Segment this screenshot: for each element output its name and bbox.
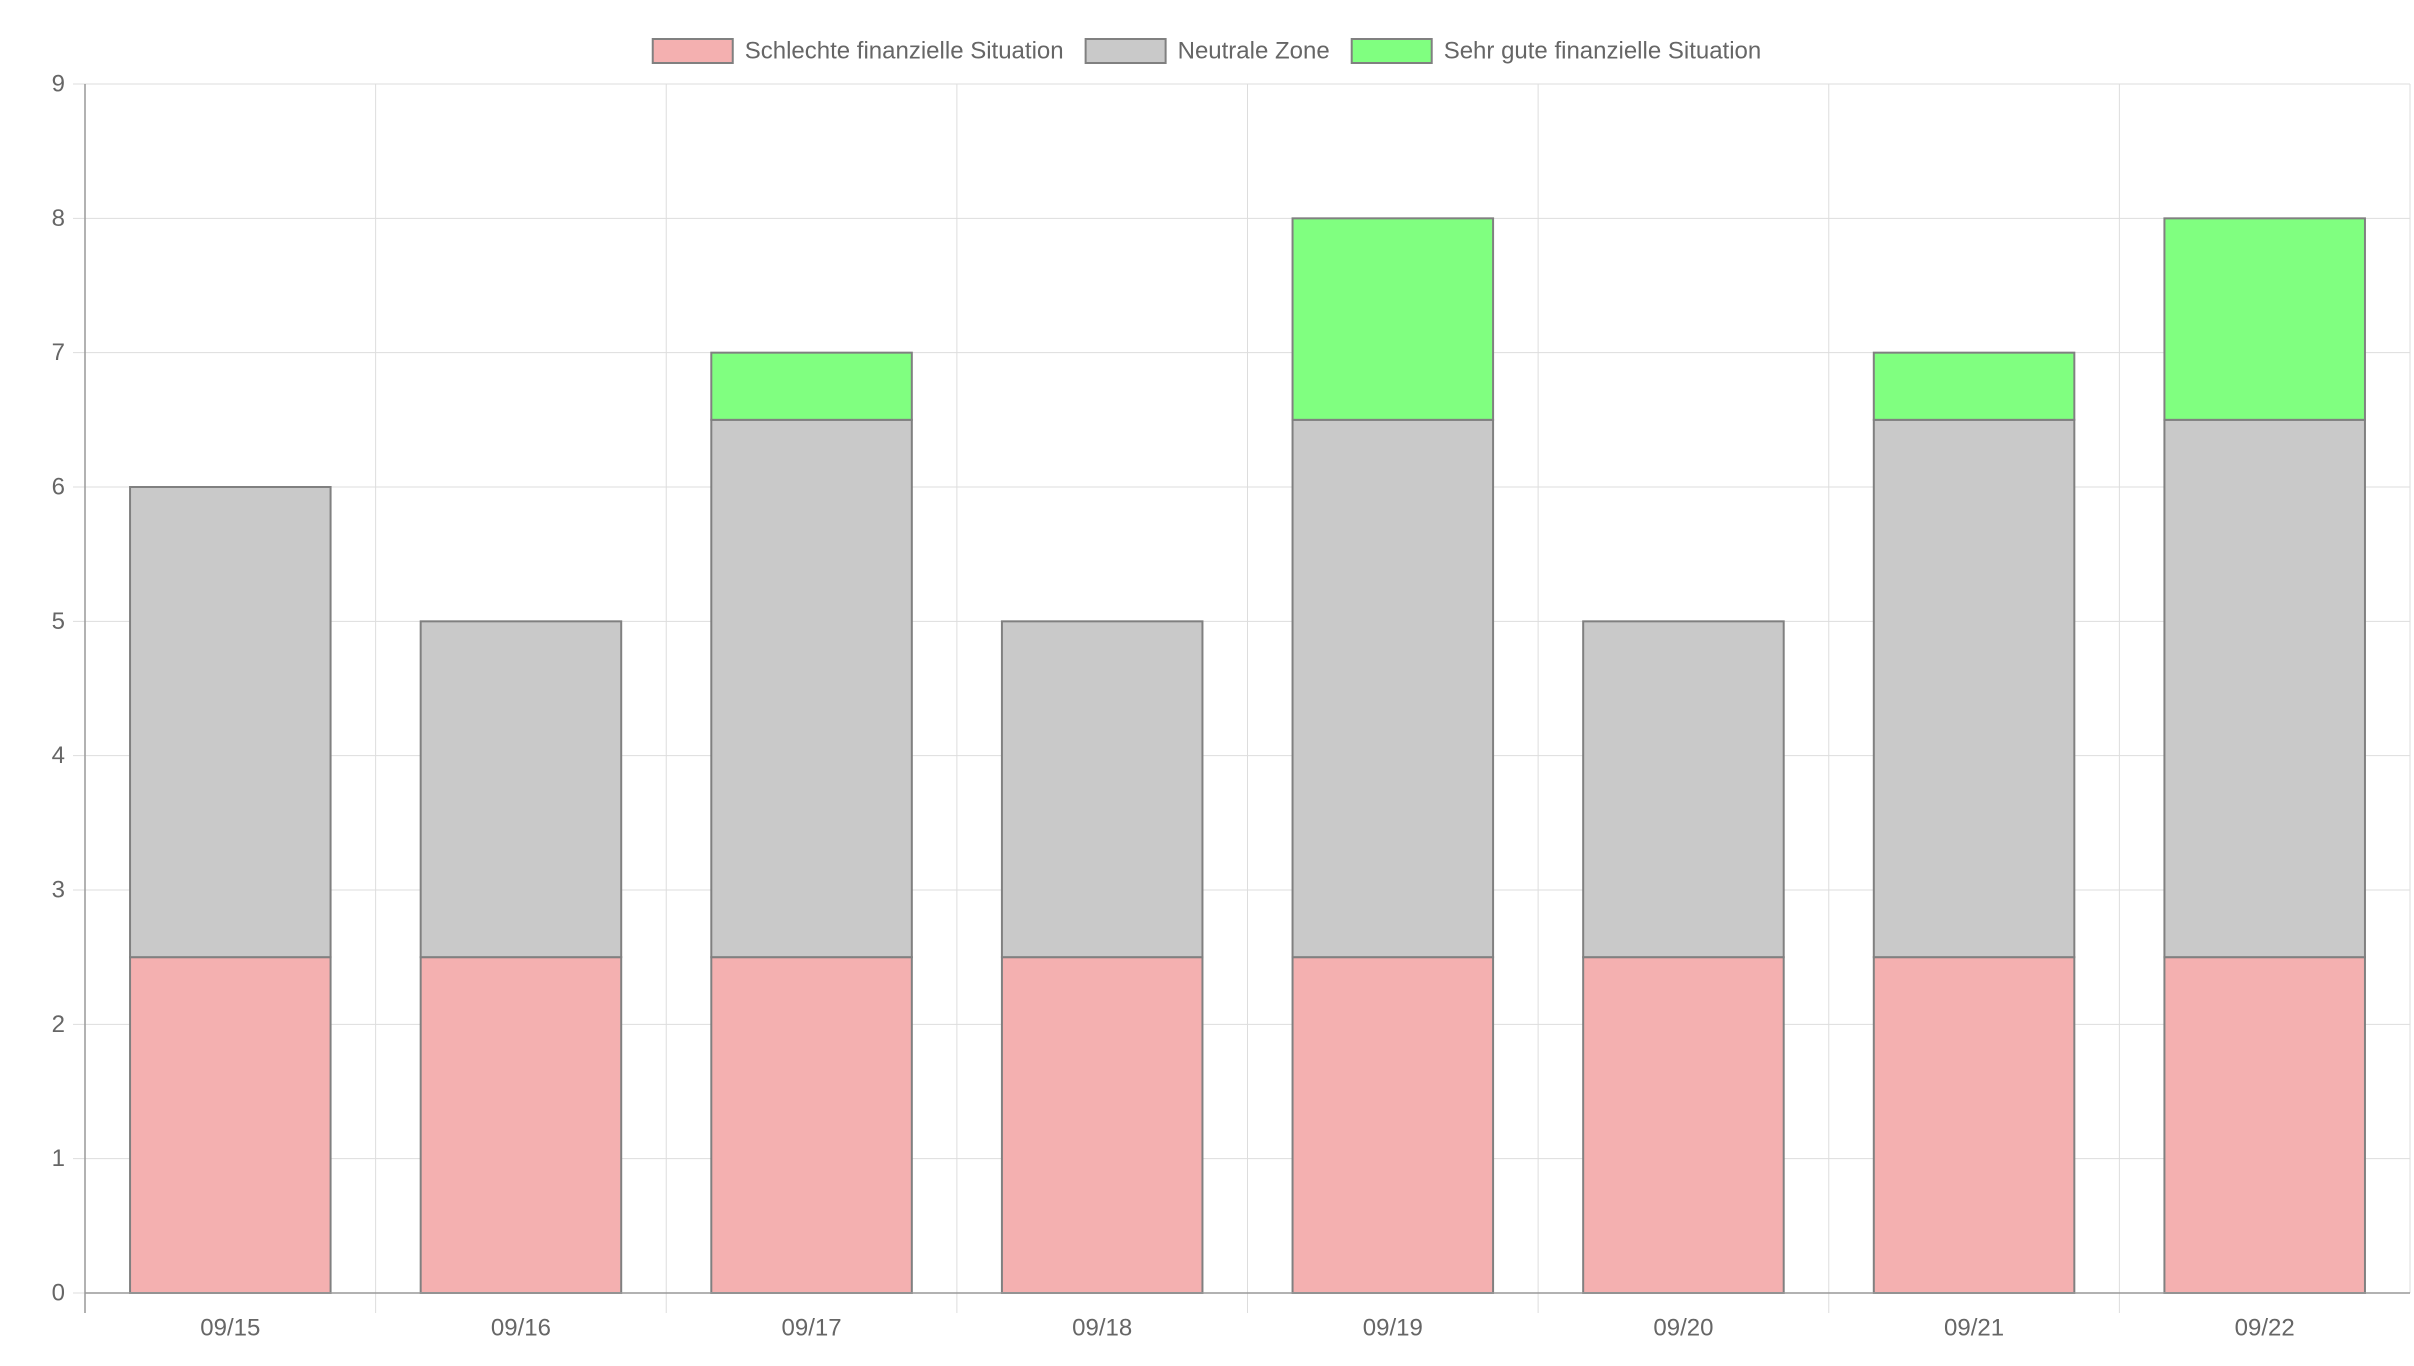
x-tick-label: 09/17 [782, 1315, 842, 1342]
legend-item: Schlechte finanzielle Situation [651, 38, 1064, 65]
axes [84, 84, 2410, 1313]
x-tick-label: 09/21 [1944, 1315, 2004, 1342]
legend-item: Sehr gute finanzielle Situation [1350, 38, 1762, 65]
legend-swatch [651, 38, 734, 64]
bars [129, 217, 2366, 1295]
bar-segment-2 [1000, 620, 1204, 959]
bar-segment-3 [1872, 351, 2076, 421]
legend: Schlechte finanzielle Situation Neutrale … [651, 38, 1762, 65]
bar-segment-2 [1872, 418, 2076, 959]
bar-segment-2 [129, 486, 332, 959]
legend-label: Neutrale Zone [1178, 38, 1330, 65]
x-tick-label: 09/16 [491, 1315, 551, 1342]
y-tick-label: 9 [52, 71, 65, 98]
bar-segment-2 [710, 418, 913, 959]
legend-swatch [1084, 38, 1167, 64]
x-tick-label: 09/20 [1653, 1315, 1713, 1342]
y-tick-label: 4 [52, 742, 65, 769]
x-tick-label: 09/22 [2235, 1315, 2295, 1342]
y-tick-label: 8 [52, 205, 65, 232]
y-tick-label: 5 [52, 608, 65, 635]
bar-segment-1 [1582, 956, 1785, 1295]
y-tick-label: 6 [52, 474, 65, 501]
legend-item: Neutrale Zone [1084, 38, 1330, 65]
y-axis-tick-labels: 0 1 2 3 4 5 6 7 8 9 [52, 71, 65, 1307]
bar-segment-3 [1291, 217, 1495, 421]
bar-segment-1 [1000, 956, 1204, 1295]
bar-segment-2 [1582, 620, 1785, 959]
bar-segment-1 [2163, 956, 2366, 1295]
bar-segment-1 [419, 956, 623, 1295]
bar-segment-1 [1872, 956, 2076, 1295]
y-tick-label: 3 [52, 877, 65, 904]
bar-segment-3 [2163, 217, 2366, 421]
legend-swatch [1350, 38, 1433, 64]
bar-segment-1 [710, 956, 913, 1295]
bar-segment-2 [2163, 418, 2366, 959]
x-tick-label: 09/19 [1363, 1315, 1423, 1342]
legend-label: Sehr gute finanzielle Situation [1444, 38, 1762, 65]
bar-segment-2 [419, 620, 623, 959]
bar-segment-3 [710, 351, 913, 421]
x-tick-label: 09/18 [1072, 1315, 1132, 1342]
y-tick-label: 2 [52, 1011, 65, 1038]
bar-segment-1 [129, 956, 332, 1295]
legend-label: Schlechte finanzielle Situation [745, 38, 1064, 65]
bar-segment-1 [1291, 956, 1495, 1295]
y-tick-label: 7 [52, 339, 65, 366]
y-tick-label: 1 [52, 1145, 65, 1172]
bar-segment-2 [1291, 418, 1495, 959]
x-axis-tick-labels: 09/15 09/16 09/17 09/18 09/19 09/20 09/21 09/22 [200, 1315, 2294, 1342]
x-tick-label: 09/15 [200, 1315, 260, 1342]
y-tick-label: 0 [52, 1280, 65, 1307]
